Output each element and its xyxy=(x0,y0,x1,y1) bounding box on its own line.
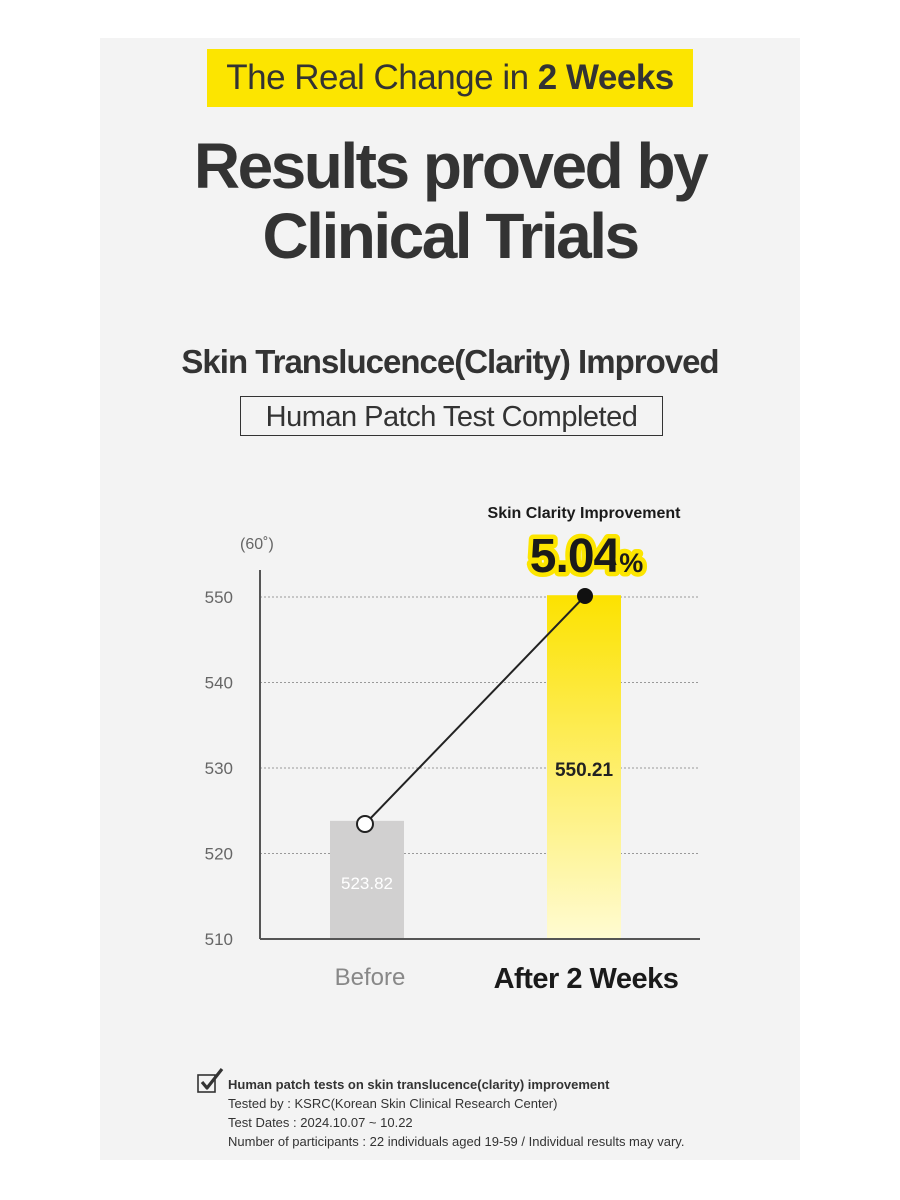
content-panel xyxy=(100,38,800,1160)
callout-value: 5.04% xyxy=(530,530,643,583)
y-tick-label: 520 xyxy=(205,845,233,864)
y-unit-label: (60˚) xyxy=(240,536,274,553)
value-label-before: 523.82 xyxy=(341,874,393,893)
footnote-line: Test Dates : 2024.10.07 ~ 10.22 xyxy=(228,1115,413,1130)
headline-tag: The Real Change in 2 Weeks xyxy=(207,49,693,107)
patch-test-label: Human Patch Test Completed xyxy=(240,396,663,436)
footnote-line: Number of participants : 22 individuals … xyxy=(228,1134,685,1149)
point-before xyxy=(356,815,374,833)
y-tick-label: 510 xyxy=(205,930,233,949)
footnote-line: Tested by : KSRC(Korean Skin Clinical Re… xyxy=(228,1096,558,1111)
callout-number: 5.04 xyxy=(530,530,621,583)
tag-bold: 2 Weeks xyxy=(537,58,674,97)
y-tick-label: 550 xyxy=(205,588,233,607)
point-after xyxy=(577,588,593,604)
y-tick-label: 530 xyxy=(205,759,233,778)
checkbox-checked-icon xyxy=(197,1068,224,1093)
bar-before xyxy=(330,820,404,939)
y-tick-label: 540 xyxy=(205,674,233,693)
footnote-title: Human patch tests on skin translucence(c… xyxy=(228,1077,610,1092)
category-label-after: After 2 Weeks xyxy=(494,963,679,995)
footnote: Human patch tests on skin translucence(c… xyxy=(228,1075,684,1151)
tag-prefix: The Real Change in xyxy=(226,58,538,97)
bar-after xyxy=(547,595,621,939)
headline-line-2: Clinical Trials xyxy=(262,200,640,272)
category-label-before: Before xyxy=(335,964,406,991)
value-label-after: 550.21 xyxy=(555,760,614,781)
callout-percent: % xyxy=(619,548,643,578)
connector-line xyxy=(364,595,586,825)
callout-title: Skin Clarity Improvement xyxy=(488,505,682,522)
chart-subhead: Skin Translucence(Clarity) Improved xyxy=(181,343,719,380)
headline-line-1: Results proved by xyxy=(193,130,709,202)
